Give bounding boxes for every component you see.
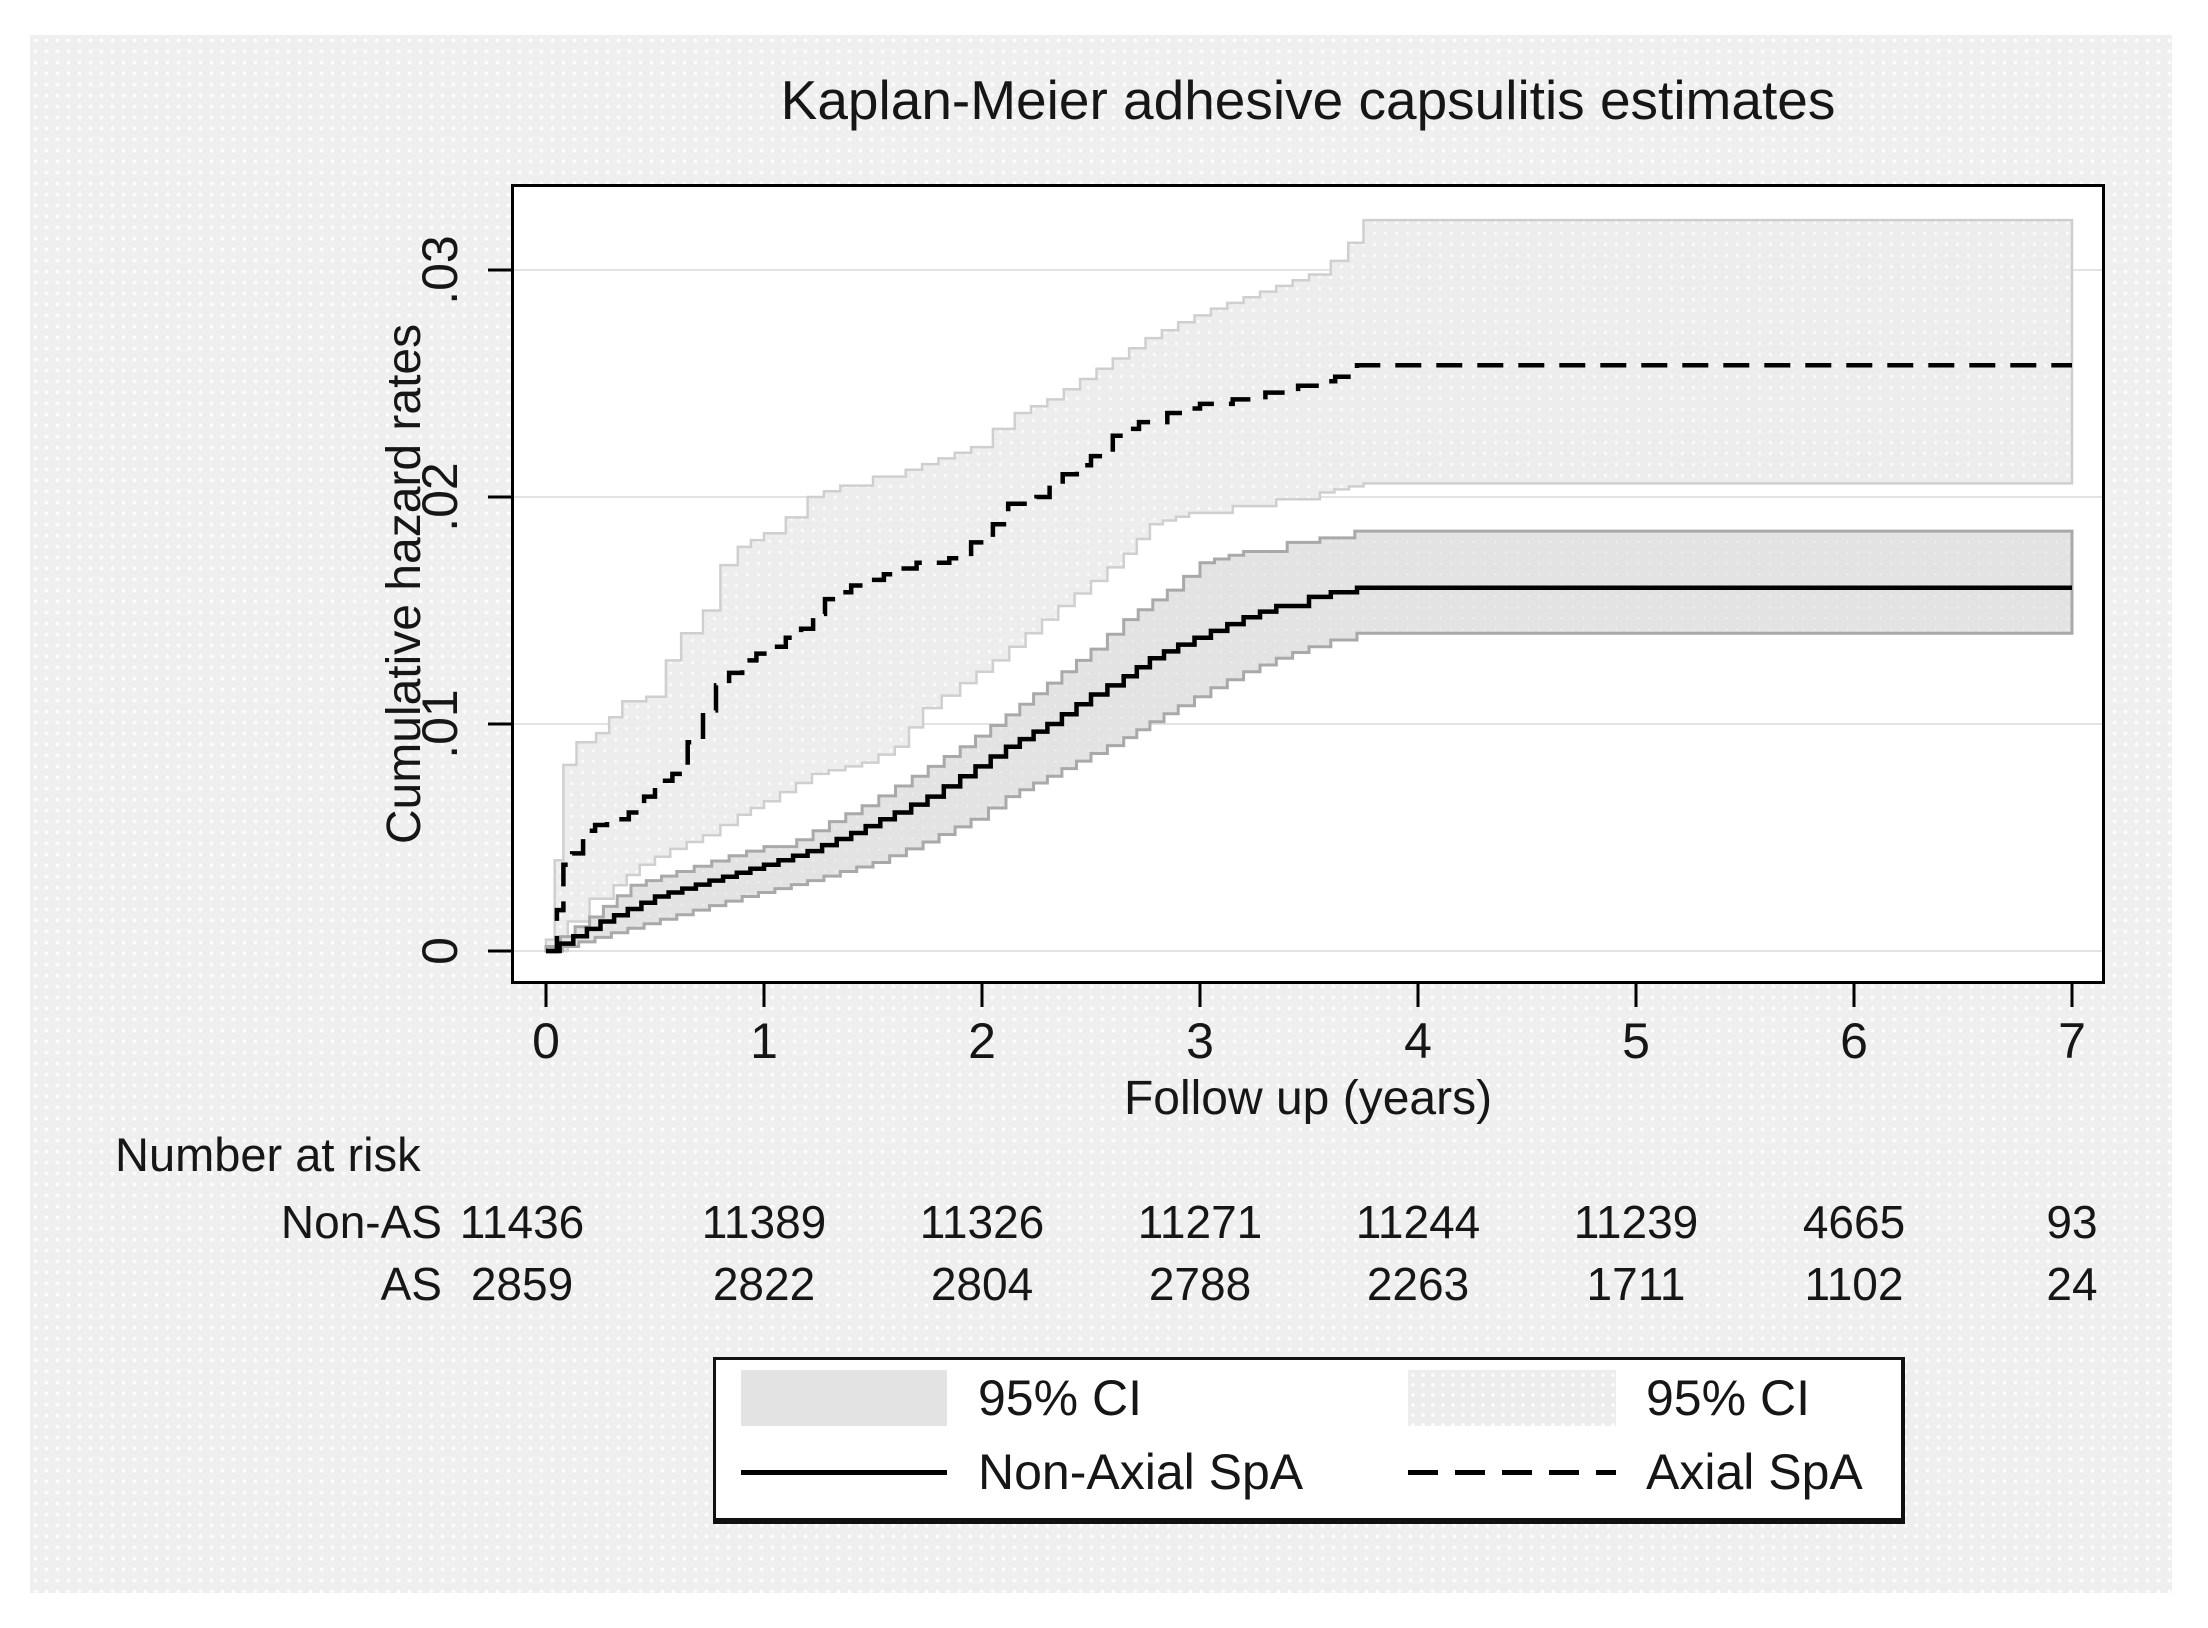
- risk-value: 4665: [1802, 1196, 1906, 1248]
- dashed-line-sample: [1408, 1470, 1616, 1475]
- risk-value: 2822: [712, 1258, 816, 1310]
- risk-row-label: Non-AS: [280, 1196, 442, 1248]
- chart-title: Kaplan-Meier adhesive capsulitis estimat…: [780, 69, 1836, 131]
- x-tick-label-2: 2: [968, 1013, 996, 1069]
- y-tick-label-03: .03: [412, 235, 468, 305]
- risk-value: 11389: [701, 1196, 827, 1248]
- ci-band-swatch-nonaxial: [741, 1370, 947, 1426]
- risk-value: 1102: [1804, 1258, 1904, 1310]
- risk-row-label: AS: [380, 1258, 442, 1310]
- risk-row-non-as: Non-AS 11436 11389 11326 11271 11244 112…: [30, 1193, 2172, 1251]
- risk-value: 2804: [930, 1258, 1034, 1310]
- risk-row-as: AS 2859 2822 2804 2788 2263 1711 1102 24: [30, 1255, 2172, 1313]
- plot-area: [488, 184, 2105, 1007]
- risk-value: 2263: [1366, 1258, 1470, 1310]
- y-tick-label-02: .02: [412, 462, 468, 532]
- x-tick-label-1: 1: [750, 1013, 778, 1069]
- legend-label-nonaxial: Non-Axial SpA: [978, 1444, 1304, 1500]
- x-tick-label-7: 7: [2058, 1013, 2086, 1069]
- legend-label-ci-nonaxial: 95% CI: [978, 1370, 1142, 1426]
- chart-layers: [488, 184, 2105, 1007]
- risk-value: 11239: [1573, 1196, 1699, 1248]
- risk-value: 93: [2046, 1196, 2098, 1248]
- risk-value: 24: [2046, 1258, 2098, 1310]
- risk-value: 2859: [470, 1258, 574, 1310]
- solid-line-sample: [741, 1470, 947, 1475]
- chart-canvas: Kaplan-Meier adhesive capsulitis estimat…: [30, 35, 2172, 1593]
- x-tick-label-0: 0: [532, 1013, 560, 1069]
- risk-table-heading: Number at risk: [115, 1128, 421, 1181]
- risk-value: 11436: [459, 1196, 585, 1248]
- y-tick-label-0: 0: [412, 937, 468, 965]
- x-tick-label-6: 6: [1840, 1013, 1868, 1069]
- risk-value: 11271: [1137, 1196, 1263, 1248]
- x-tick-label-5: 5: [1622, 1013, 1650, 1069]
- x-tick-label-3: 3: [1186, 1013, 1214, 1069]
- risk-value: 11244: [1355, 1196, 1481, 1248]
- legend-box: 95% CI Non-Axial SpA 95% CI Axial SpA: [713, 1357, 1905, 1524]
- risk-value: 11326: [919, 1196, 1045, 1248]
- x-tick-label-4: 4: [1404, 1013, 1432, 1069]
- legend-label-axial: Axial SpA: [1646, 1444, 1863, 1500]
- x-axis-title: Follow up (years): [1123, 1072, 1493, 1125]
- ci-band-swatch-axial: [1408, 1370, 1616, 1426]
- risk-value: 2788: [1148, 1258, 1252, 1310]
- y-tick-label-01: .01: [412, 689, 468, 759]
- risk-value: 1711: [1586, 1258, 1686, 1310]
- legend-label-ci-axial: 95% CI: [1646, 1370, 1810, 1426]
